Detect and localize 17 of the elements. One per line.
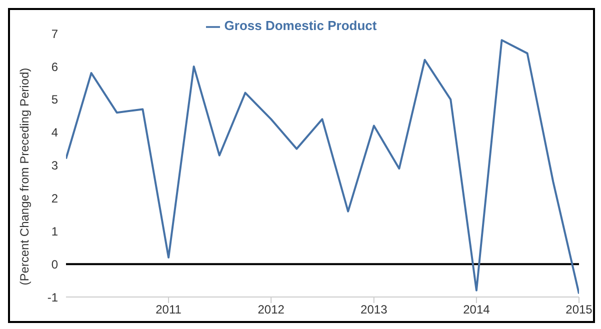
y-axis-title: (Percent Change from Preceding Period) [17,68,32,286]
y-tick-label: 7 [51,26,58,41]
y-tick-label: -1 [47,290,58,304]
x-tick-label: 2012 [258,302,285,317]
y-tick-label: 4 [51,126,58,140]
x-tick-label: 2014 [463,302,490,317]
y-tick-label: 5 [51,92,58,107]
y-tick-label: 6 [51,60,58,74]
x-tick-label: 2011 [156,302,182,317]
y-tick-label: 1 [51,224,58,238]
y-tick-label: 3 [51,158,58,173]
x-tick-label: 2013 [360,302,388,317]
legend-label: Gross Domestic Product [224,18,377,33]
line-series [66,39,579,295]
x-tick-label: 2015 [566,302,593,317]
y-tick-label: 2 [51,191,58,206]
y-tick-label: 0 [51,257,58,272]
